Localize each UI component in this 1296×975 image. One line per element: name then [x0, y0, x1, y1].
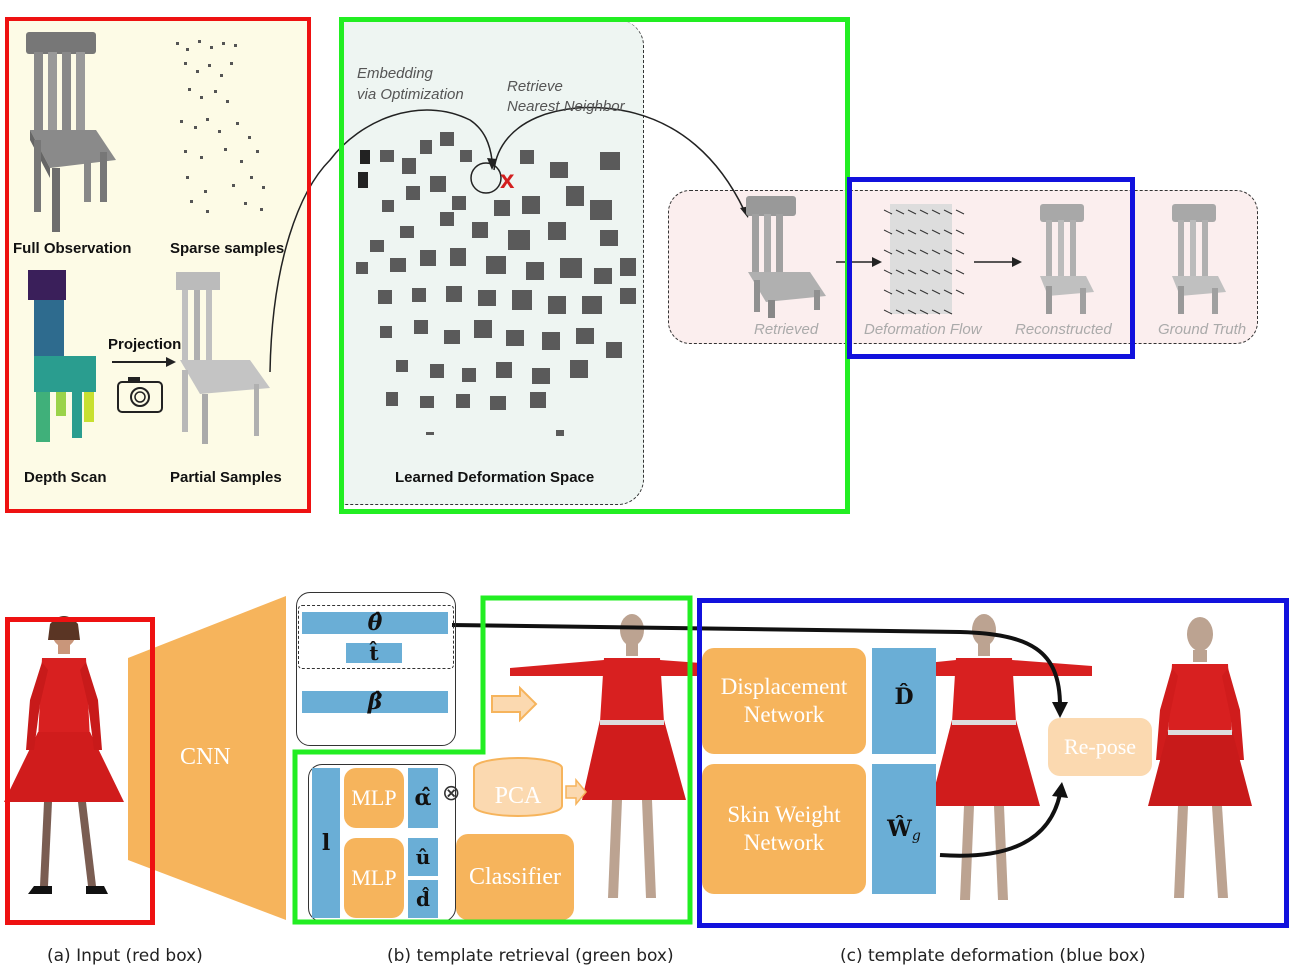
blue-box-top [847, 177, 1135, 359]
label-reconstructed: Reconstructed [1015, 321, 1112, 338]
green-box-bottom [292, 595, 693, 925]
d-bar: d̂ [408, 880, 438, 918]
W-hat-symbol: Ŵ [887, 816, 912, 842]
cnn-trapezoid [128, 596, 286, 920]
skin-weight-label-1: Skin Weight [727, 802, 841, 827]
label-learned-deformation-space: Learned Deformation Space [395, 469, 595, 486]
label-projection: Projection [108, 336, 182, 353]
red-box-bottom [5, 617, 155, 925]
u-bar: û [408, 838, 438, 876]
mlp-block-2: MLP [344, 838, 404, 918]
label-sparse-samples: Sparse samples [170, 240, 285, 257]
camera-icon [117, 377, 163, 413]
chair-cloud [356, 132, 636, 436]
label-deformation-flow: Deformation Flow [864, 321, 982, 338]
label-nearest-neighbor: Nearest Neighbor [507, 98, 625, 115]
D-hat-bar: D̂ [872, 648, 936, 754]
reposed-woman-figure [1148, 617, 1252, 898]
input-woman-figure [4, 616, 124, 894]
label-ground-truth: Ground Truth [1158, 321, 1247, 338]
displacement-label-1: Displacement [720, 674, 848, 699]
displacement-label-2: Network [743, 702, 825, 727]
ground-truth-chair-icon [1172, 204, 1226, 314]
mlp-block-1: MLP [344, 768, 404, 828]
label-retrieved: Retrieved [754, 321, 819, 338]
bottom-graphics [4, 596, 1252, 920]
full-chair-icon [26, 32, 116, 232]
depth-scan-icon [28, 270, 96, 442]
W-subscript: g [911, 828, 921, 844]
label-embedding: Embedding [357, 65, 433, 82]
label-via-optimization: via Optimization [357, 86, 464, 103]
deformation-flow-icon [883, 204, 965, 315]
pca-cylinder [473, 757, 563, 817]
displacement-network-block: Displacement Network [702, 648, 866, 754]
skin-weight-label-2: Network [743, 830, 825, 855]
classifier-block: Classifier [456, 834, 574, 920]
otimes-symbol: ⊗ [442, 781, 461, 806]
retrieved-chair-icon [746, 196, 826, 318]
alpha-bar: α̂ [408, 768, 438, 828]
skin-weight-network-block: Skin Weight Network [702, 764, 866, 894]
label-partial-samples: Partial Samples [170, 469, 282, 486]
label-retrieve: Retrieve [507, 78, 563, 95]
caption-b: (b) template retrieval (green box) [387, 946, 674, 966]
template-woman-figure [510, 614, 742, 898]
label-full-observation: Full Observation [13, 240, 132, 257]
caption-a: (a) Input (red box) [47, 946, 203, 966]
pose-trans-dashed-box [298, 605, 454, 669]
beta-bar: β̂ [302, 689, 448, 715]
partial-samples-icon [176, 272, 270, 444]
repose-block: Re-pose [1048, 718, 1152, 776]
top-graphics [26, 32, 1226, 444]
latent-l-bar: l [312, 768, 340, 918]
pose-shape-params-box [296, 592, 456, 746]
theta-bar: θ̂ [302, 610, 448, 636]
pca-label: PCA [494, 783, 542, 809]
t-bar: t̂ [346, 641, 402, 665]
label-depth-scan: Depth Scan [24, 469, 107, 486]
caption-c: (c) template deformation (blue box) [840, 946, 1146, 966]
blue-box-bottom [697, 598, 1289, 928]
cnn-label: CNN [180, 744, 231, 770]
nearest-neighbor-x-mark: x [500, 164, 515, 194]
sparse-samples-icon [176, 40, 265, 213]
param-flow-arrow [491, 685, 538, 723]
reconstructed-chair-icon [1040, 204, 1094, 314]
red-box-top [5, 17, 311, 513]
